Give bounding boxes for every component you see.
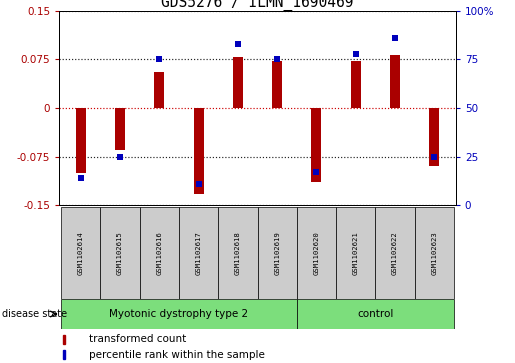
Text: disease state: disease state	[2, 309, 66, 319]
Text: percentile rank within the sample: percentile rank within the sample	[89, 350, 265, 359]
Text: GSM1102620: GSM1102620	[314, 231, 319, 275]
Bar	[179, 207, 218, 299]
Point	[116, 154, 124, 159]
Text: GSM1102615: GSM1102615	[117, 231, 123, 275]
Bar	[351, 61, 360, 108]
Bar	[390, 55, 400, 108]
Text: Myotonic dystrophy type 2: Myotonic dystrophy type 2	[109, 309, 249, 319]
Point	[391, 35, 399, 41]
Text: control: control	[357, 309, 393, 319]
Bar	[430, 108, 439, 166]
Bar	[140, 207, 179, 299]
Title: GDS5276 / ILMN_1690469: GDS5276 / ILMN_1690469	[161, 0, 354, 11]
Text: GSM1102618: GSM1102618	[235, 231, 241, 275]
Bar	[297, 299, 454, 329]
Bar	[272, 61, 282, 108]
Text: GSM1102616: GSM1102616	[157, 231, 162, 275]
Text: GSM1102614: GSM1102614	[78, 231, 84, 275]
Point	[234, 41, 242, 47]
Bar	[415, 207, 454, 299]
Text: GSM1102617: GSM1102617	[196, 231, 201, 275]
Bar	[218, 207, 258, 299]
Point	[77, 175, 85, 181]
Bar	[63, 335, 65, 344]
Bar	[154, 72, 164, 108]
Bar	[194, 108, 203, 194]
Bar	[375, 207, 415, 299]
Point	[352, 51, 360, 57]
Text: GSM1102621: GSM1102621	[353, 231, 358, 275]
Bar	[336, 207, 375, 299]
Text: GSM1102623: GSM1102623	[431, 231, 437, 275]
Text: GSM1102622: GSM1102622	[392, 231, 398, 275]
Bar	[312, 108, 321, 183]
Bar	[297, 207, 336, 299]
Bar	[61, 299, 297, 329]
Bar	[100, 207, 140, 299]
Bar	[61, 207, 100, 299]
Text: transformed count: transformed count	[89, 334, 186, 344]
Bar	[258, 207, 297, 299]
Point	[430, 154, 438, 159]
Point	[155, 57, 163, 62]
Point	[273, 57, 281, 62]
Bar	[63, 350, 65, 359]
Text: GSM1102619: GSM1102619	[274, 231, 280, 275]
Bar	[76, 108, 85, 173]
Bar	[115, 108, 125, 150]
Point	[312, 169, 320, 175]
Point	[195, 181, 203, 187]
Bar	[233, 57, 243, 108]
